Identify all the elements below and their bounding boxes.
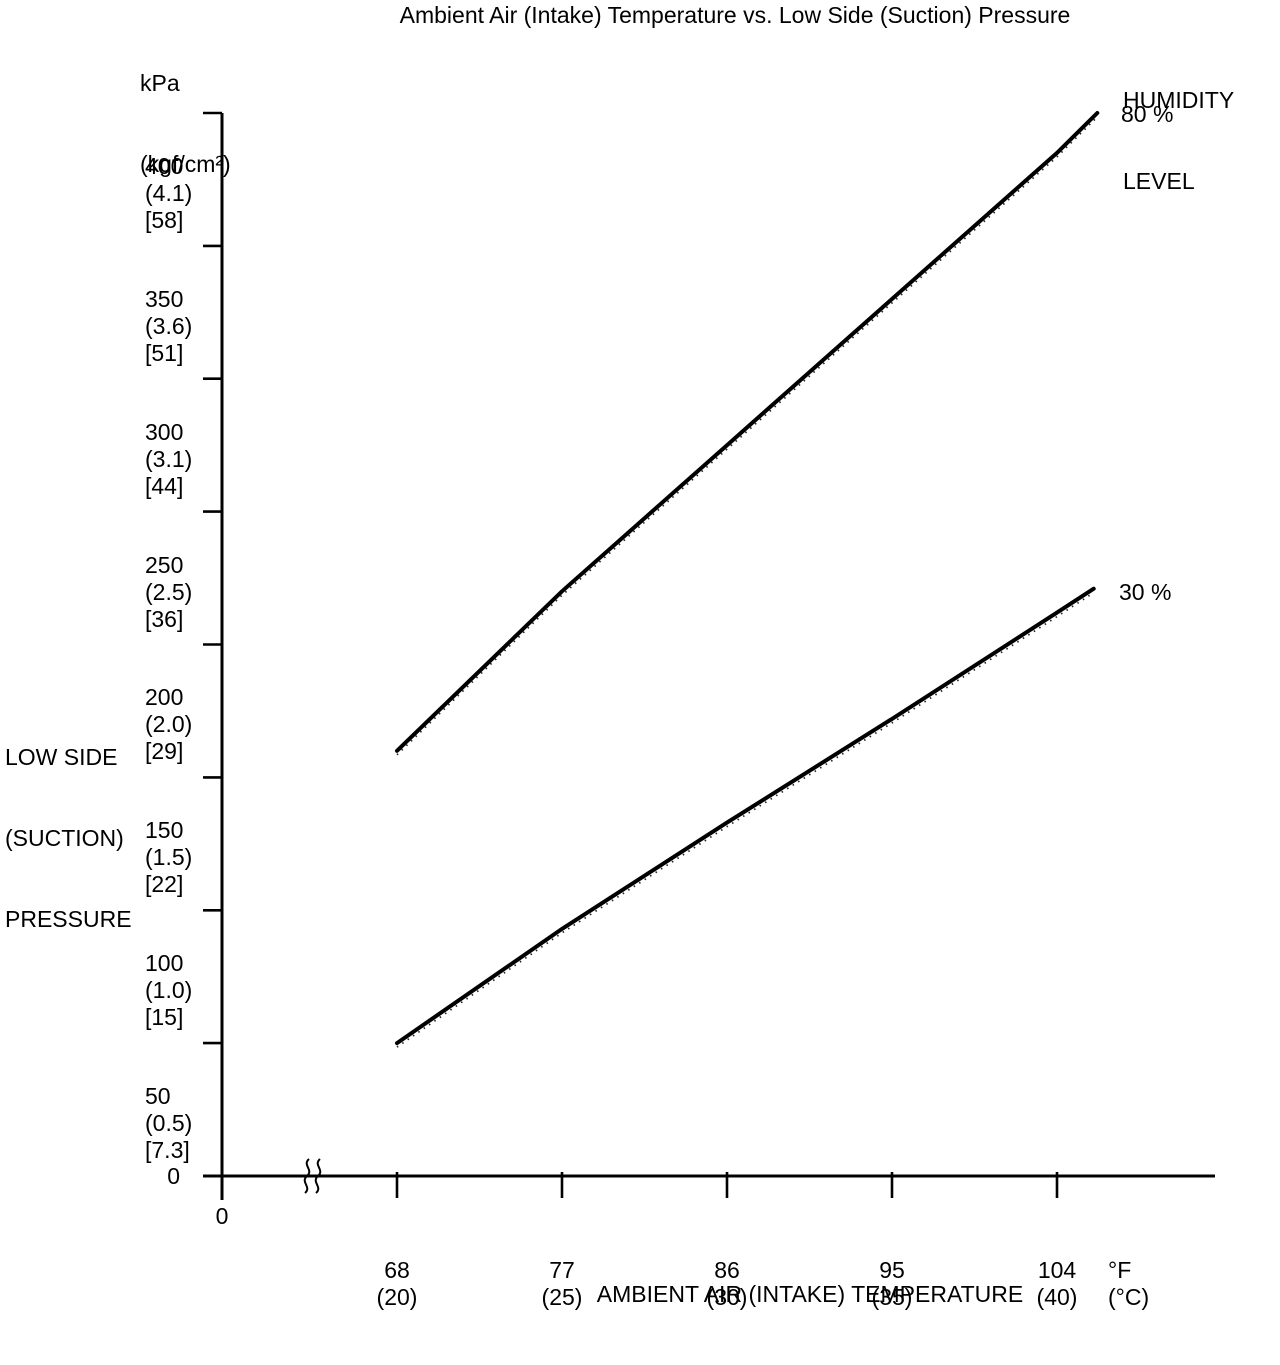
y-unit-line: kPa	[140, 70, 180, 96]
y-tick-label: 200 (2.0) [29]	[145, 684, 193, 764]
x-tick-label: 77 (25)	[541, 1257, 583, 1310]
x-unit-line: °F	[1108, 1257, 1132, 1283]
y-axis-title-line: LOW SIDE	[5, 744, 118, 770]
x-tick-label: 68 (20)	[376, 1257, 418, 1310]
x-axis-title: AMBIENT AIR (INTAKE) TEMPERATURE	[596, 1281, 1024, 1307]
x-unit-line: (°C)	[1108, 1284, 1150, 1310]
legend-title-line: LEVEL	[1123, 168, 1195, 194]
y-tick-label: 100 (1.0) [15]	[145, 950, 193, 1030]
y-axis-title: LOW SIDE (SUCTION) PRESSURE	[5, 690, 132, 987]
axis-break-icon	[303, 1158, 311, 1194]
x-tick-label: 86 (30)	[706, 1257, 748, 1310]
series-line-shadow	[396, 591, 1095, 1048]
legend-title: HUMIDITY LEVEL	[1123, 33, 1234, 249]
series-line-80	[395, 111, 1100, 753]
x-axis-unit-label: °F (°C)	[1108, 1203, 1208, 1311]
y-tick-label: 300 (3.1) [44]	[145, 419, 193, 499]
x-tick-label: 95 (35)	[871, 1257, 913, 1310]
ticks-and-series	[203, 111, 1100, 1200]
series-label-30: 30 %	[1119, 579, 1172, 605]
y-axis-title-line: PRESSURE	[5, 906, 132, 932]
chart-title: Ambient Air (Intake) Temperature vs. Low…	[399, 2, 1071, 28]
y-tick-label: 50 (0.5) [7.3]	[145, 1083, 193, 1163]
axis-break-icon	[314, 1158, 322, 1194]
chart-canvas	[203, 111, 1215, 1200]
y-tick-label: 250 (2.5) [36]	[145, 552, 193, 632]
series-line-30	[395, 586, 1096, 1046]
series-label-80: 80 %	[1121, 101, 1174, 127]
y-unit-line: (kgf/cm²)	[140, 151, 231, 177]
y-tick-label: 400 (4.1) [58]	[145, 153, 193, 233]
y-tick-label: 150 (1.5) [22]	[145, 817, 193, 897]
y-tick-label: 350 (3.6) [51]	[145, 286, 193, 366]
y-axis-unit-label: kPa (kgf/cm²)	[140, 16, 231, 232]
x-origin-label: 0	[215, 1203, 229, 1229]
y-axis-title-line: (SUCTION)	[5, 825, 124, 851]
legend-title-line: HUMIDITY	[1123, 87, 1235, 113]
x-tick-label: 104 (40)	[1036, 1257, 1078, 1310]
chart: Ambient Air (Intake) Temperature vs. Low…	[5, 2, 1235, 1311]
y-origin-label: 0	[167, 1163, 180, 1189]
series-line-shadow	[396, 116, 1098, 756]
